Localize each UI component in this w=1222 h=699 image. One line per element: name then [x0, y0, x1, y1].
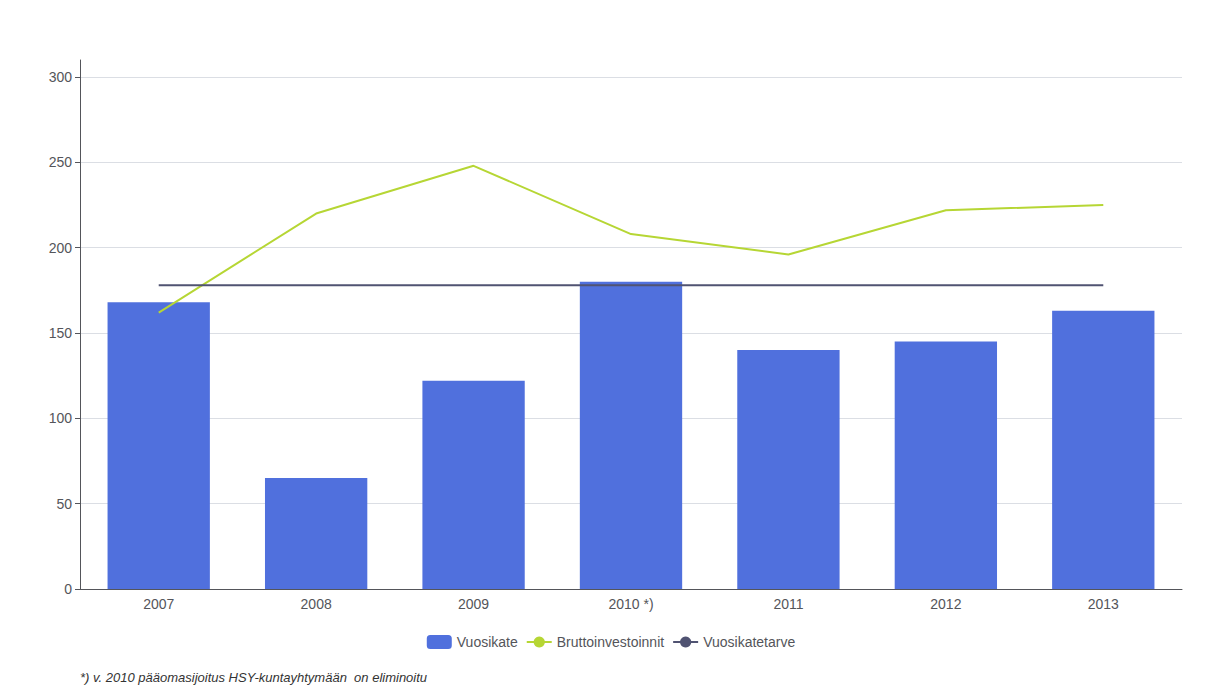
- svg-text:150: 150: [49, 325, 73, 341]
- svg-text:200: 200: [49, 240, 73, 256]
- svg-text:*) v. 2010 pääomasijoitus HSY-: *) v. 2010 pääomasijoitus HSY-kuntayhtym…: [80, 670, 427, 685]
- svg-text:Vuosikate: Vuosikate: [457, 634, 518, 650]
- svg-text:50: 50: [56, 496, 72, 512]
- svg-text:2012: 2012: [930, 596, 961, 612]
- svg-text:2010 *): 2010 *): [608, 596, 653, 612]
- svg-text:2009: 2009: [458, 596, 489, 612]
- svg-text:Vuosikatetarve: Vuosikatetarve: [703, 634, 795, 650]
- svg-text:300: 300: [49, 69, 73, 85]
- svg-text:250: 250: [49, 154, 73, 170]
- svg-text:Bruttoinvestoinnit: Bruttoinvestoinnit: [557, 634, 665, 650]
- svg-text:2013: 2013: [1088, 596, 1119, 612]
- svg-text:2011: 2011: [773, 596, 803, 612]
- svg-text:2008: 2008: [301, 596, 332, 612]
- svg-text:100: 100: [49, 410, 73, 426]
- svg-text:2007: 2007: [143, 596, 174, 612]
- svg-text:0: 0: [64, 581, 72, 597]
